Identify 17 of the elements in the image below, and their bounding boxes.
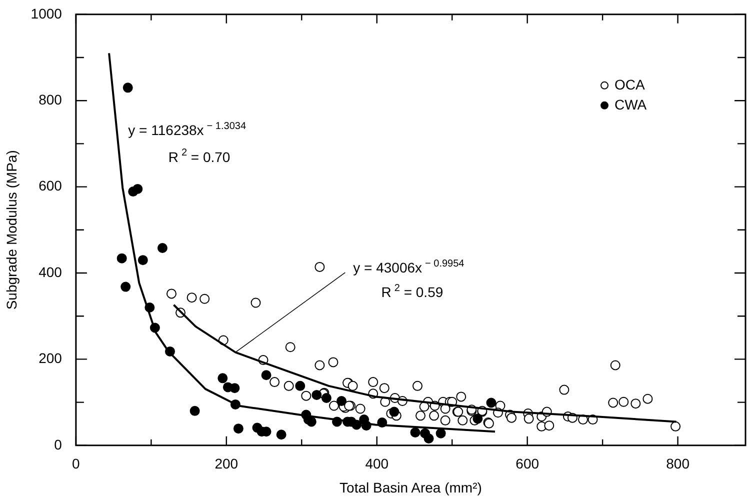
annotation: y = 116238x− 1.3034 [128, 120, 246, 138]
y-tick-label: 800 [38, 91, 62, 108]
x-tick-label: 200 [214, 456, 238, 472]
x-axis-title: Total Basin Area (mm²) [340, 479, 482, 496]
x-tick-label: 800 [666, 456, 690, 472]
annotation: y = 43006x− 0.9954 [353, 258, 465, 276]
legend-label: CWA [614, 96, 648, 112]
y-tick-label: 1000 [30, 5, 62, 22]
y-tick-label: 400 [38, 264, 62, 280]
legend-label: OCA [614, 76, 646, 92]
x-tick-label: 400 [365, 456, 389, 472]
y-tick-label: 200 [38, 350, 62, 366]
x-tick-label: 600 [516, 456, 540, 472]
y-tick-label: 600 [38, 178, 62, 194]
x-tick-label: 0 [72, 456, 80, 472]
y-axis-title: Subgrade Modulus (MPa) [3, 150, 20, 310]
y-tick-label: 0 [54, 436, 62, 452]
